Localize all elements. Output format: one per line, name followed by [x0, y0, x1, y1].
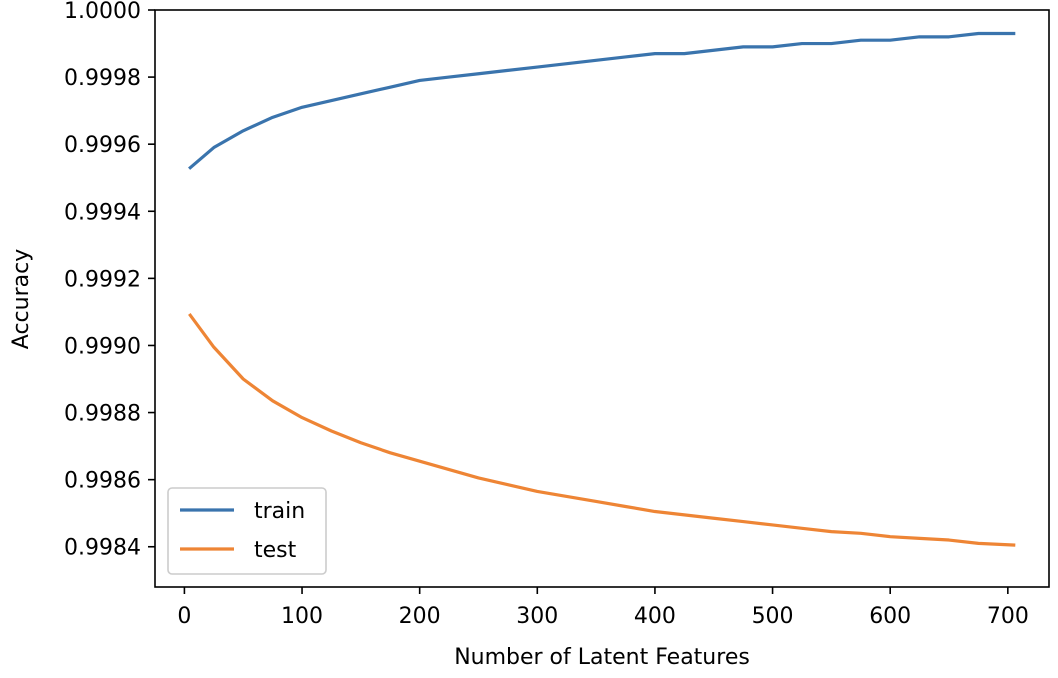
legend-label-train: train [254, 499, 305, 524]
y-tick-label: 0.9988 [64, 402, 141, 427]
y-tick-label: 0.9996 [64, 133, 141, 158]
y-tick-label: 0.9994 [64, 200, 141, 225]
x-axis-ticks: 0 100 200 300 400 500 600 700 [177, 587, 1029, 629]
x-tick-label: 400 [634, 604, 676, 629]
y-tick-label: 0.9984 [64, 536, 141, 561]
y-tick-label: 0.9992 [64, 267, 141, 292]
legend-label-test: test [254, 538, 297, 563]
y-axis-ticks: 0.9984 0.9986 0.9988 0.9990 0.9992 0.9994 0.99… [64, 0, 155, 561]
series-lines [188, 31, 1016, 547]
y-tick-label: 0.9998 [64, 66, 141, 91]
x-axis-label: Number of Latent Features [454, 645, 750, 670]
series-line-train [188, 31, 1016, 170]
x-tick-label: 700 [987, 604, 1029, 629]
plot-frame [154, 9, 1050, 588]
legend: train test [167, 487, 327, 575]
x-tick-label: 600 [869, 604, 911, 629]
x-tick-label: 500 [752, 604, 794, 629]
y-tick-label: 1.0000 [64, 0, 141, 24]
y-axis-label: Accuracy [9, 249, 34, 349]
y-tick-label: 0.9990 [64, 334, 141, 359]
series-line-test [188, 313, 1016, 547]
x-tick-label: 0 [177, 604, 191, 629]
x-tick-label: 200 [399, 604, 441, 629]
y-tick-label: 0.9986 [64, 469, 141, 494]
plot-frame-border [154, 9, 1050, 588]
x-tick-label: 300 [516, 604, 558, 629]
x-tick-label: 100 [281, 604, 323, 629]
